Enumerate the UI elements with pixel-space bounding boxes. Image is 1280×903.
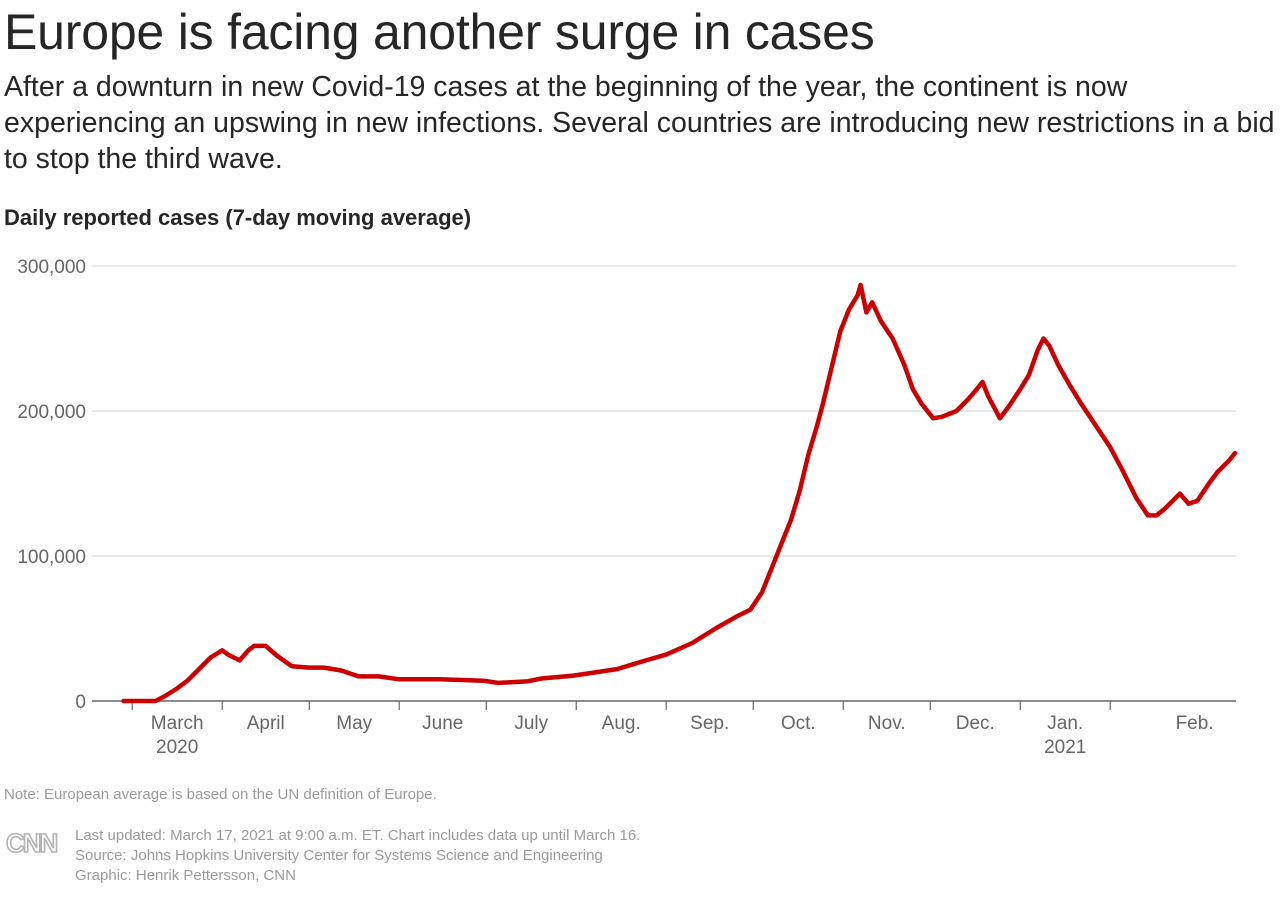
footer-source: Source: Johns Hopkins University Center … [75,847,603,864]
y-tick-label: 100,000 [17,547,86,568]
y-tick-label: 300,000 [17,257,86,278]
x-tick-label: Feb. [1176,713,1214,734]
x-tick-label: April [247,713,285,734]
x-tick-label: Nov. [868,713,906,734]
y-tick-label: 0 [75,692,86,713]
x-tick-label: March [151,713,204,734]
footer-graphic: Graphic: Henrik Pettersson, CNN [75,867,296,884]
x-tick-label: Jan. [1047,713,1083,734]
x-tick-year-label: 2021 [1044,737,1086,758]
x-tick-label: Oct. [781,713,816,734]
x-tick-label: July [514,713,548,734]
y-tick-label: 200,000 [17,402,86,423]
footer-updated: Last updated: March 17, 2021 at 9:00 a.m… [75,827,641,844]
series-layer [121,282,1238,704]
x-axis: March 2020 April May June July Aug. Sep. Oct. Nov… [92,700,1236,758]
x-tick-label: June [422,713,463,734]
x-tick-year-label: 2020 [156,737,198,758]
x-tick-label: Sep. [690,713,729,734]
y-axis-labels: 0 100,000 200,000 300,000 [17,257,86,713]
chart-note: Note: European average is based on the U… [4,786,437,803]
cnn-logo-text: CNN [6,828,58,858]
x-tick-label: Dec. [956,713,995,734]
chart-section-label: Daily reported cases (7-day moving avera… [4,205,472,230]
x-tick-label: May [336,713,372,734]
series-line-cases [121,282,1238,704]
cnn-logo-icon: CNN [5,827,60,859]
chart-subtitle: After a downturn in new Covid-19 cases a… [4,71,1275,175]
chart-title: Europe is facing another surge in cases [4,4,875,60]
grid-layer [92,265,1236,557]
footer-credits: Last updated: March 17, 2021 at 9:00 a.m… [75,826,640,886]
x-tick-label: Aug. [602,713,641,734]
